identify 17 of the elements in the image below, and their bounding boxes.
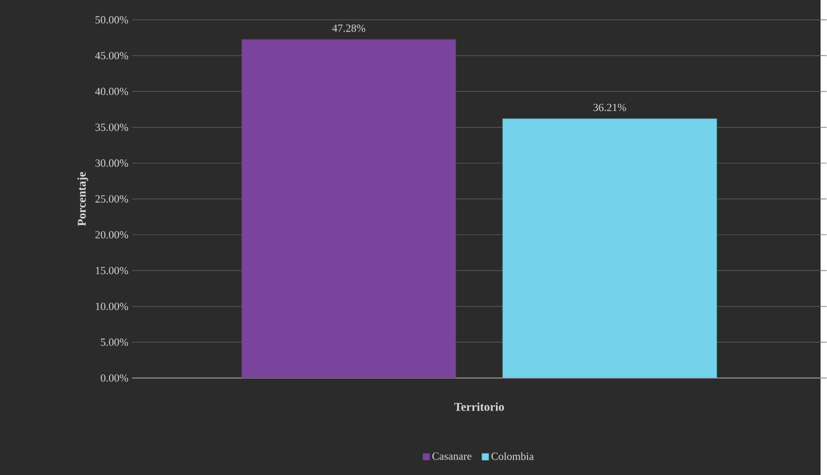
y-tick-label: 10.00% (96, 302, 128, 310)
data-label: 47.28% (332, 24, 366, 32)
y-tick-label: 0.00% (100, 374, 128, 382)
y-tick-label: 35.00% (95, 123, 128, 131)
y-tick-label: 5.00% (101, 338, 128, 346)
legend-label: Casanare (432, 452, 472, 460)
y-tick-label: 15.00% (96, 266, 128, 274)
y-tick-label: 20.00% (95, 230, 128, 238)
y-tick-label: 45.00% (95, 52, 128, 60)
y-tick-label: 40.00% (95, 88, 128, 96)
legend-label: Colombia (491, 452, 534, 460)
data-label: 36.21% (593, 104, 626, 112)
y-tick-label: 25.00% (95, 195, 128, 203)
y-axis-title: Porcentaje (77, 172, 88, 226)
y-tick-label: 30.00% (95, 159, 128, 167)
y-tick-label: 50.00% (96, 16, 128, 24)
x-axis-title: Territorio (454, 402, 504, 411)
